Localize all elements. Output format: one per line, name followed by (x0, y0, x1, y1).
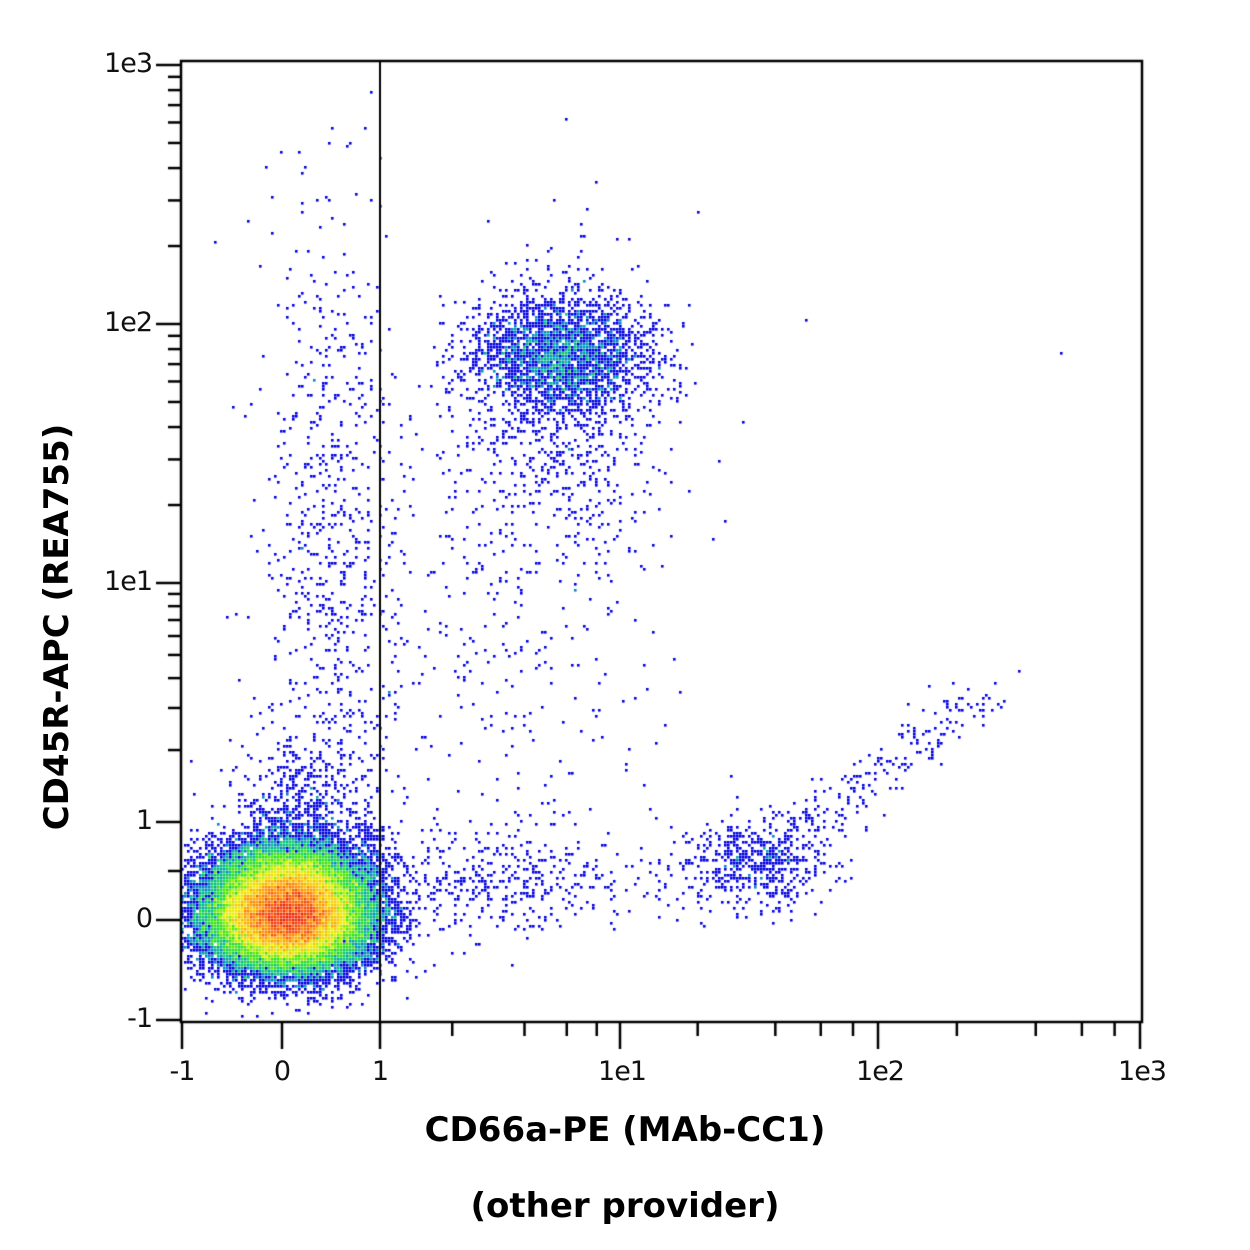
x-axis-title: CD66a-PE (MAb-CC1) (424, 1110, 826, 1150)
y-tick-label-0: 0 (135, 903, 153, 934)
x-tick-label-1e2: 1e2 (856, 1056, 905, 1087)
y-tick-label-1e1: 1e1 (104, 566, 153, 597)
x-tick-label-1e1: 1e1 (598, 1056, 647, 1087)
x-tick-label-minus1: -1 (169, 1056, 196, 1087)
y-tick-label-minus1: -1 (127, 1003, 153, 1034)
y-tick-label-1e2: 1e2 (104, 307, 153, 338)
y-tick-label-1e3: 1e3 (104, 48, 153, 79)
y-axis-title: CD45R-APC (REA755) (37, 423, 77, 831)
x-tick-label-1e3: 1e3 (1118, 1056, 1167, 1087)
x-tick-label-1: 1 (371, 1056, 389, 1087)
y-tick-label-1: 1 (135, 805, 153, 836)
x-axis-subtitle: (other provider) (470, 1186, 780, 1226)
x-tick-label-0: 0 (273, 1056, 291, 1087)
